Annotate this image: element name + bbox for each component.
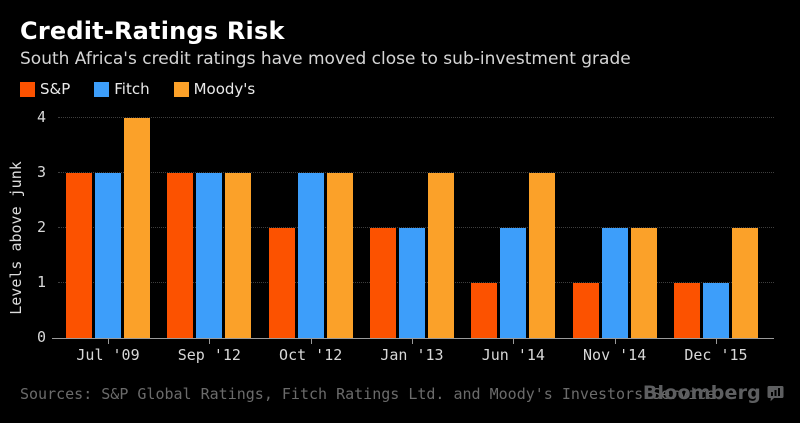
- x-tick-jul-09: [108, 338, 109, 344]
- chart-subtitle: South Africa's credit ratings have moved…: [20, 49, 631, 69]
- bar-s-p-dec-15: [673, 283, 700, 338]
- x-tick-oct-12: [311, 338, 312, 344]
- bar-s-p-jan-13: [369, 228, 396, 338]
- gridline-y-4: [58, 117, 774, 118]
- x-tick-jan-13: [412, 338, 413, 344]
- sources-note: Sources: S&P Global Ratings, Fitch Ratin…: [20, 385, 716, 403]
- bar-s-p-jul-09: [66, 173, 92, 338]
- brand-logo: Bloomberg: [643, 382, 784, 404]
- bar-moody-s-jan-13: [427, 173, 454, 338]
- x-tick-jun-14: [513, 338, 514, 344]
- x-category-label-jul-09: Jul '09: [76, 346, 140, 364]
- legend-item-s-p: S&P: [20, 80, 70, 98]
- x-category-label-oct-12: Oct '12: [279, 346, 343, 364]
- y-axis-title: Levels above junk: [7, 161, 25, 315]
- legend-swatch-moody-s: [173, 81, 189, 97]
- x-category-label-nov-14: Nov '14: [583, 346, 647, 364]
- x-tick-sep-12: [209, 338, 210, 344]
- x-category-label-dec-15: Dec '15: [684, 346, 748, 364]
- x-axis-line: [52, 338, 774, 339]
- y-tick-label-0: 0: [36, 328, 46, 346]
- bar-moody-s-dec-15: [731, 228, 758, 338]
- bar-fitch-jan-13: [398, 228, 425, 338]
- y-tick-label-3: 3: [36, 163, 46, 181]
- bar-s-p-jun-14: [471, 283, 498, 338]
- x-tick-nov-14: [615, 338, 616, 344]
- bar-moody-s-jun-14: [529, 173, 556, 338]
- bar-s-p-nov-14: [572, 283, 599, 338]
- x-category-label-sep-12: Sep '12: [177, 346, 241, 364]
- legend-item-moody-s: Moody's: [173, 80, 256, 98]
- bar-s-p-sep-12: [167, 173, 194, 338]
- bloomberg-wordmark: Bloomberg: [642, 382, 761, 404]
- bar-moody-s-nov-14: [630, 228, 657, 338]
- legend-swatch-fitch: [94, 81, 110, 97]
- x-category-label-jun-14: Jun '14: [481, 346, 545, 364]
- legend-item-fitch: Fitch: [94, 80, 150, 98]
- bloomberg-terminal-icon: [767, 385, 784, 402]
- bar-moody-s-sep-12: [225, 173, 252, 338]
- legend-swatch-s-p: [20, 81, 35, 97]
- legend-label-fitch: Fitch: [114, 80, 150, 98]
- bar-moody-s-oct-12: [326, 173, 353, 338]
- bar-fitch-jul-09: [95, 173, 121, 338]
- gridline-y-2: [58, 227, 774, 228]
- y-tick-label-4: 4: [36, 108, 46, 126]
- bar-s-p-oct-12: [268, 228, 295, 338]
- x-category-label-jan-13: Jan '13: [380, 346, 444, 364]
- bar-fitch-nov-14: [601, 228, 628, 338]
- x-tick-dec-15: [716, 338, 717, 344]
- legend-label-moody-s: Moody's: [193, 80, 256, 98]
- bar-fitch-dec-15: [702, 283, 729, 338]
- bar-moody-s-jul-09: [124, 118, 150, 338]
- y-tick-label-2: 2: [36, 218, 46, 236]
- y-tick-label-1: 1: [36, 273, 46, 291]
- bar-fitch-jun-14: [500, 228, 527, 338]
- gridline-y-3: [58, 172, 774, 173]
- legend-label-s-p: S&P: [40, 80, 71, 98]
- bar-fitch-sep-12: [196, 173, 223, 338]
- bar-fitch-oct-12: [297, 173, 324, 338]
- page-title: Credit-Ratings Risk: [20, 17, 285, 45]
- legend: S&P Fitch Moody's: [20, 80, 255, 98]
